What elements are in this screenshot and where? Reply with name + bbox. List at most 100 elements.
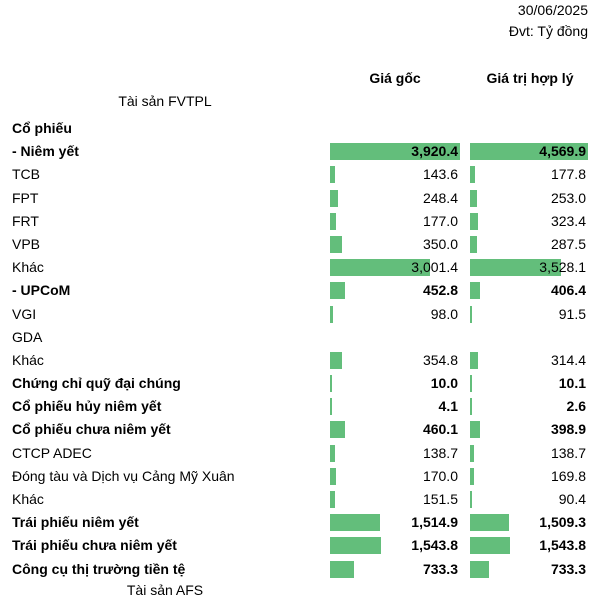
table-row: Trái phiếu niêm yết 1,514.9 1,509.3 xyxy=(0,511,600,534)
fair-value-value: 90.4 xyxy=(558,491,586,507)
row-label: Công cụ thị trường tiền tệ xyxy=(12,560,186,577)
table-row: - Niêm yết 3,920.4 4,569.9 xyxy=(0,140,600,163)
table-row: Cổ phiếu chưa niêm yết 460.1 398.9 xyxy=(0,418,600,441)
row-label: Khác xyxy=(12,491,44,507)
fair-value-data-bar xyxy=(470,537,510,555)
fair-value-data-bar xyxy=(470,375,472,393)
row-label: VPB xyxy=(12,235,41,252)
fair-value-cell: 406.4 xyxy=(470,282,588,300)
cost-value: 151.5 xyxy=(422,491,458,507)
cost-data-bar xyxy=(330,166,335,184)
fair-value-cell: 1,543.8 xyxy=(470,537,588,555)
table-row: Cổ phiếu hủy niêm yết 4.1 2.6 xyxy=(0,395,600,418)
fair-value-value: 323.4 xyxy=(550,212,586,229)
fair-value-value: 138.7 xyxy=(550,444,586,461)
cost-value: 3,001.4 xyxy=(411,259,458,276)
fair-value-cell: 287.5 xyxy=(470,235,588,253)
fair-value-data-bar xyxy=(470,444,474,462)
cost-cell: 3,001.4 xyxy=(330,259,460,277)
fair-value-data-bar xyxy=(470,259,562,277)
cost-cell: 733.3 xyxy=(330,560,460,578)
cost-data-bar xyxy=(330,398,332,416)
cost-data-bar xyxy=(330,514,381,532)
cost-data-bar xyxy=(330,537,382,555)
fair-value-cell: 177.8 xyxy=(470,166,588,184)
cost-cell: 4.1 xyxy=(330,398,460,416)
fair-value-cell: 253.0 xyxy=(470,189,588,207)
fair-value-cell: 323.4 xyxy=(470,212,588,230)
row-label: - Niêm yết xyxy=(12,143,79,160)
unit-label: Đvt: Tỷ đồng xyxy=(508,23,588,39)
fair-value-data-bar xyxy=(470,351,479,369)
cost-cell: 460.1 xyxy=(330,421,460,439)
cost-cell: 170.0 xyxy=(330,467,460,485)
cost-cell: 248.4 xyxy=(330,189,460,207)
cost-value: 143.6 xyxy=(422,166,458,183)
row-label: - UPCoM xyxy=(12,282,71,299)
fair-value-cell: 733.3 xyxy=(470,560,588,578)
fair-value-data-bar xyxy=(470,235,478,253)
fair-value-value: 169.8 xyxy=(550,467,586,484)
cost-value: 452.8 xyxy=(422,282,458,299)
fair-value-value: 398.9 xyxy=(550,421,586,438)
cost-data-bar xyxy=(330,560,355,578)
cost-value: 177.0 xyxy=(422,212,458,229)
fair-value-data-bar xyxy=(470,491,473,508)
row-label: Trái phiếu chưa niêm yết xyxy=(12,537,177,554)
section-title-afs: Tài sản AFS xyxy=(126,582,204,598)
row-label: Khác xyxy=(12,259,44,276)
cost-cell: 1,514.9 xyxy=(330,514,460,532)
cost-data-bar xyxy=(330,305,334,323)
fair-value-data-bar xyxy=(470,143,588,161)
fair-value-value: 253.0 xyxy=(550,189,586,206)
table-row: Trái phiếu chưa niêm yết 1,543.8 1,543.8 xyxy=(0,534,600,557)
fair-value-data-bar xyxy=(470,398,472,416)
row-label: FRT xyxy=(12,212,39,229)
table-row: GDA xyxy=(0,326,600,349)
cost-value: 138.7 xyxy=(422,444,458,461)
cost-data-bar xyxy=(330,143,460,161)
cost-cell xyxy=(330,120,460,137)
cost-data-bar xyxy=(330,189,339,207)
row-label: Trái phiếu niêm yết xyxy=(12,514,139,531)
fair-value-cell xyxy=(470,329,588,346)
fair-value-value: 4,569.9 xyxy=(539,143,586,160)
cost-cell: 151.5 xyxy=(330,491,460,508)
cost-value: 354.8 xyxy=(422,351,458,368)
cost-value: 1,543.8 xyxy=(411,537,458,554)
cost-value: 170.0 xyxy=(422,467,458,484)
fair-value-data-bar xyxy=(470,421,481,439)
section-title-fvtpl: Tài sản FVTPL xyxy=(118,93,212,109)
cost-data-bar xyxy=(330,351,342,369)
fair-value-cell: 169.8 xyxy=(470,467,588,485)
row-label: Đóng tàu và Dịch vụ Cảng Mỹ Xuân xyxy=(12,467,235,484)
fair-value-value: 287.5 xyxy=(550,235,586,252)
cost-value: 98.0 xyxy=(430,305,458,322)
cost-value: 4.1 xyxy=(438,398,458,415)
cost-value: 3,920.4 xyxy=(411,143,458,160)
cost-data-bar xyxy=(330,444,335,462)
cost-cell: 452.8 xyxy=(330,282,460,300)
fair-value-cell: 91.5 xyxy=(470,305,588,323)
cost-value: 1,514.9 xyxy=(411,514,458,531)
fair-value-value: 1,543.8 xyxy=(539,537,586,554)
table-row: CTCP ADEC 138.7 138.7 xyxy=(0,442,600,465)
fair-value-cell: 10.1 xyxy=(470,375,588,393)
cost-data-bar xyxy=(330,235,342,253)
fair-value-value: 3,528.1 xyxy=(539,259,586,276)
fair-value-data-bar xyxy=(470,467,475,485)
row-label: Cổ phiếu xyxy=(12,120,72,136)
fair-value-cell: 90.4 xyxy=(470,491,588,508)
table-row: FPT 248.4 253.0 xyxy=(0,187,600,210)
cost-data-bar xyxy=(330,212,336,230)
holdings-table: Cổ phiếu - Niêm yết 3,920.4 4,569.9 TCB 143.6… xyxy=(0,117,600,581)
cost-cell: 1,543.8 xyxy=(330,537,460,555)
fair-value-value: 91.5 xyxy=(558,305,586,322)
table-row: Đóng tàu và Dịch vụ Cảng Mỹ Xuân 170.0 169… xyxy=(0,465,600,488)
fair-value-value: 10.1 xyxy=(558,375,586,392)
column-header-cost: Giá gốc xyxy=(369,70,421,86)
fair-value-data-bar xyxy=(470,282,481,300)
fair-value-cell: 4,569.9 xyxy=(470,143,588,161)
cost-cell: 10.0 xyxy=(330,375,460,393)
row-label: TCB xyxy=(12,166,40,183)
